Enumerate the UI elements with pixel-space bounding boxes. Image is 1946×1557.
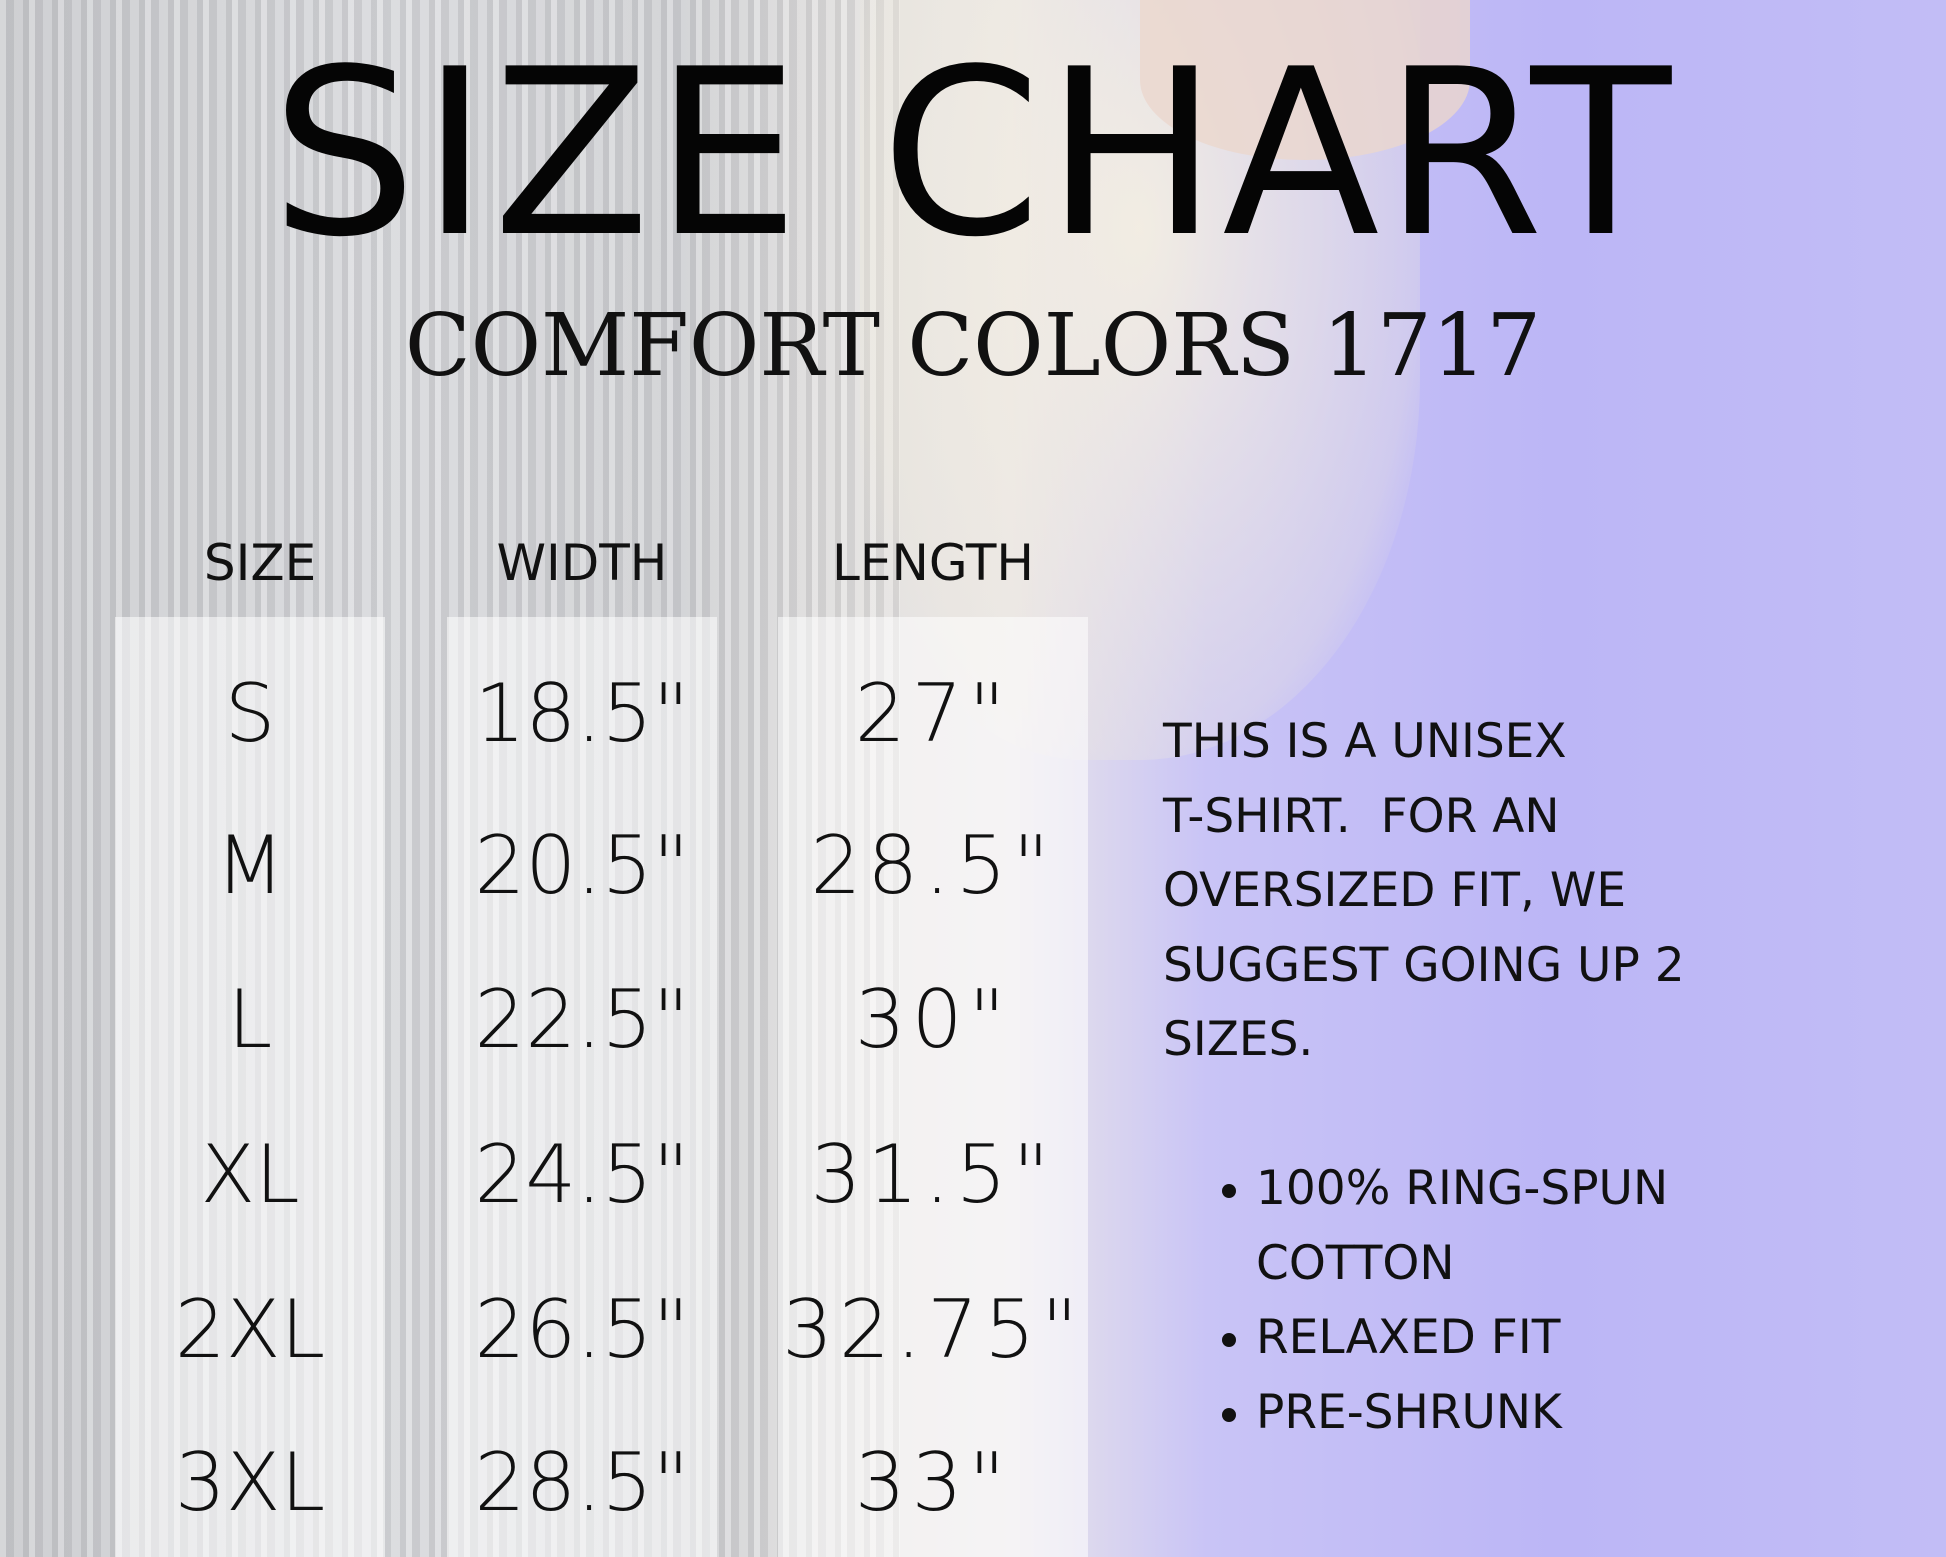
table-cell: 2XL <box>174 1283 326 1376</box>
table-cell: XL <box>200 1128 300 1221</box>
unisex-note: THIS IS A UNISEX T-SHIRT. FOR AN OVERSIZ… <box>1163 705 1923 1078</box>
length-column-bg <box>778 617 1088 1557</box>
table-cell: 30" <box>854 973 1012 1066</box>
model-face <box>1140 0 1470 160</box>
note-line: T-SHIRT. FOR AN <box>1163 788 1560 844</box>
table-cell: 24.5" <box>474 1128 690 1221</box>
table-cell: 3XL <box>174 1436 326 1529</box>
table-cell: 18.5" <box>474 667 690 760</box>
table-cell: 20.5" <box>474 819 690 912</box>
width-column-bg <box>447 617 717 1557</box>
header-size: SIZE <box>203 534 317 592</box>
note-line: SUGGEST GOING UP 2 <box>1163 937 1685 993</box>
table-cell: 26.5" <box>474 1283 690 1376</box>
note-line: SIZES. <box>1163 1012 1314 1067</box>
page-title: SIZE CHART <box>270 21 1676 288</box>
header-length: LENGTH <box>832 534 1034 592</box>
header-width: WIDTH <box>496 534 668 592</box>
feature-item: PRE-SHRUNK <box>1222 1376 1668 1451</box>
table-cell: S <box>224 667 276 760</box>
table-cell: M <box>215 819 285 912</box>
note-line: OVERSIZED FIT, WE <box>1163 863 1627 918</box>
table-cell: 31.5" <box>810 1128 1056 1221</box>
table-cell: 22.5" <box>474 973 690 1066</box>
feature-item: RELAXED FIT <box>1222 1301 1668 1376</box>
table-cell: 28.5" <box>810 819 1056 912</box>
subtitle: COMFORT COLORS 1717 <box>404 296 1542 396</box>
table-cell: 33" <box>854 1436 1012 1529</box>
table-cell: 32.75" <box>782 1283 1084 1376</box>
table-cell: L <box>227 973 273 1066</box>
note-line: THIS IS A UNISEX <box>1163 714 1567 769</box>
feature-list: 100% RING-SPUN COTTON RELAXED FIT PRE-SHR… <box>1222 1152 1668 1450</box>
table-cell: 28.5" <box>474 1436 690 1529</box>
feature-item: 100% RING-SPUN COTTON <box>1222 1152 1668 1301</box>
size-column-bg <box>115 617 385 1557</box>
table-cell: 27" <box>854 667 1012 760</box>
